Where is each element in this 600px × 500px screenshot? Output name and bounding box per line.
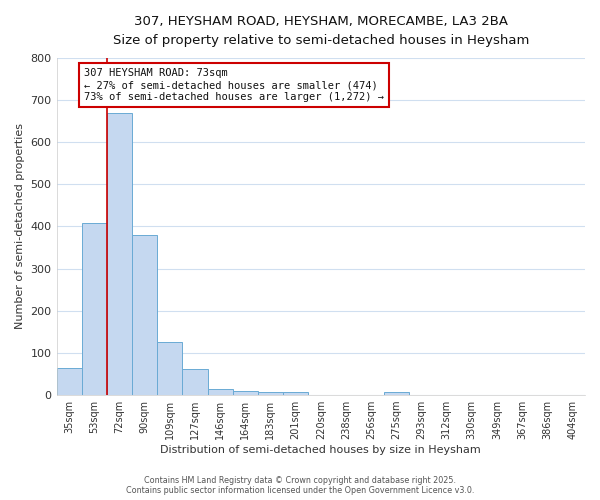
Bar bbox=[157, 342, 182, 395]
Bar bbox=[107, 112, 132, 395]
Bar bbox=[82, 223, 107, 395]
Text: Contains HM Land Registry data © Crown copyright and database right 2025.
Contai: Contains HM Land Registry data © Crown c… bbox=[126, 476, 474, 495]
Y-axis label: Number of semi-detached properties: Number of semi-detached properties bbox=[15, 124, 25, 330]
X-axis label: Distribution of semi-detached houses by size in Heysham: Distribution of semi-detached houses by … bbox=[160, 445, 481, 455]
Bar bbox=[233, 391, 258, 395]
Bar bbox=[56, 368, 82, 395]
Bar bbox=[283, 392, 308, 395]
Bar bbox=[258, 392, 283, 395]
Title: 307, HEYSHAM ROAD, HEYSHAM, MORECAMBE, LA3 2BA
Size of property relative to semi: 307, HEYSHAM ROAD, HEYSHAM, MORECAMBE, L… bbox=[113, 15, 529, 47]
Bar bbox=[383, 392, 409, 395]
Bar bbox=[182, 368, 208, 395]
Text: 307 HEYSHAM ROAD: 73sqm
← 27% of semi-detached houses are smaller (474)
73% of s: 307 HEYSHAM ROAD: 73sqm ← 27% of semi-de… bbox=[84, 68, 384, 102]
Bar bbox=[132, 235, 157, 395]
Bar bbox=[208, 389, 233, 395]
